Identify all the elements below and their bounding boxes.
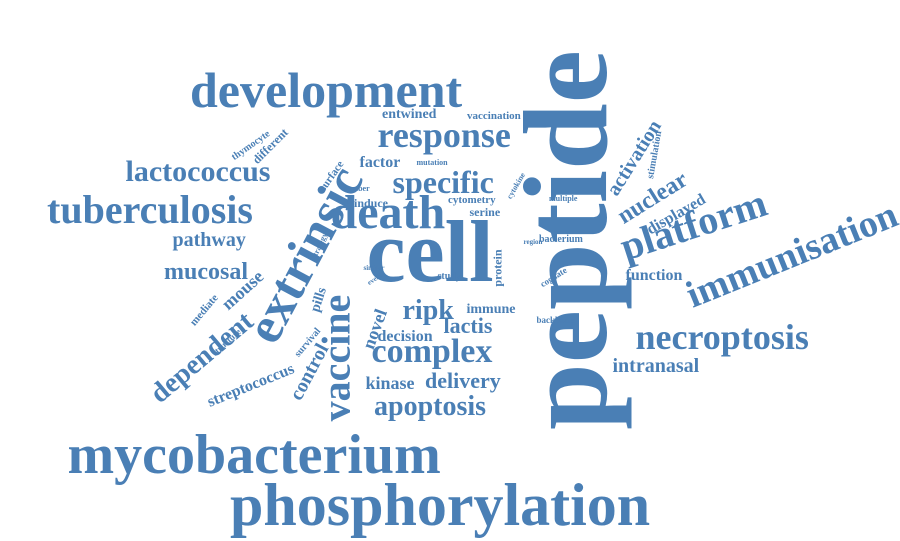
word-function: function <box>626 268 683 284</box>
word-intranasal: intranasal <box>613 356 700 376</box>
word-mucosal: mucosal <box>164 260 248 284</box>
word-serine: serine <box>470 206 501 218</box>
word-multiple: multiple <box>549 195 577 203</box>
word-apoptosis: apoptosis <box>374 393 486 421</box>
word-necroptosis: necroptosis <box>636 319 809 355</box>
word-mycobacterium: mycobacterium <box>68 427 441 483</box>
word-induce: induce <box>354 197 388 209</box>
word-lactococcus: lactococcus <box>126 157 271 187</box>
word-number: number <box>343 185 370 193</box>
word-decision: decision <box>378 329 433 345</box>
word-study: study <box>438 272 461 282</box>
word-protein: protein <box>491 249 503 286</box>
word-mutation: mutation <box>417 159 448 167</box>
word-bacterium: bacterium <box>539 235 583 245</box>
word-cytometry: cytometry <box>448 195 496 206</box>
word-entwined: entwined <box>382 108 436 122</box>
word-backbone: backbone <box>537 316 574 325</box>
word-streptococcus: streptococcus <box>205 361 296 410</box>
word-similar: similar <box>364 265 385 272</box>
word-kinase: kinase <box>366 374 415 392</box>
word-delivery: delivery <box>425 370 501 392</box>
word-immune: immune <box>467 303 516 317</box>
word-response: response <box>378 117 511 153</box>
word-mediate: mediate <box>188 292 220 328</box>
word-factor: factor <box>360 155 401 171</box>
word-pathway: pathway <box>173 230 246 250</box>
word-lactis: lactis <box>444 315 493 337</box>
word-tuberculosis: tuberculosis <box>47 190 253 230</box>
word-vaccination: vaccination <box>467 111 521 122</box>
word-region: region <box>524 239 543 246</box>
